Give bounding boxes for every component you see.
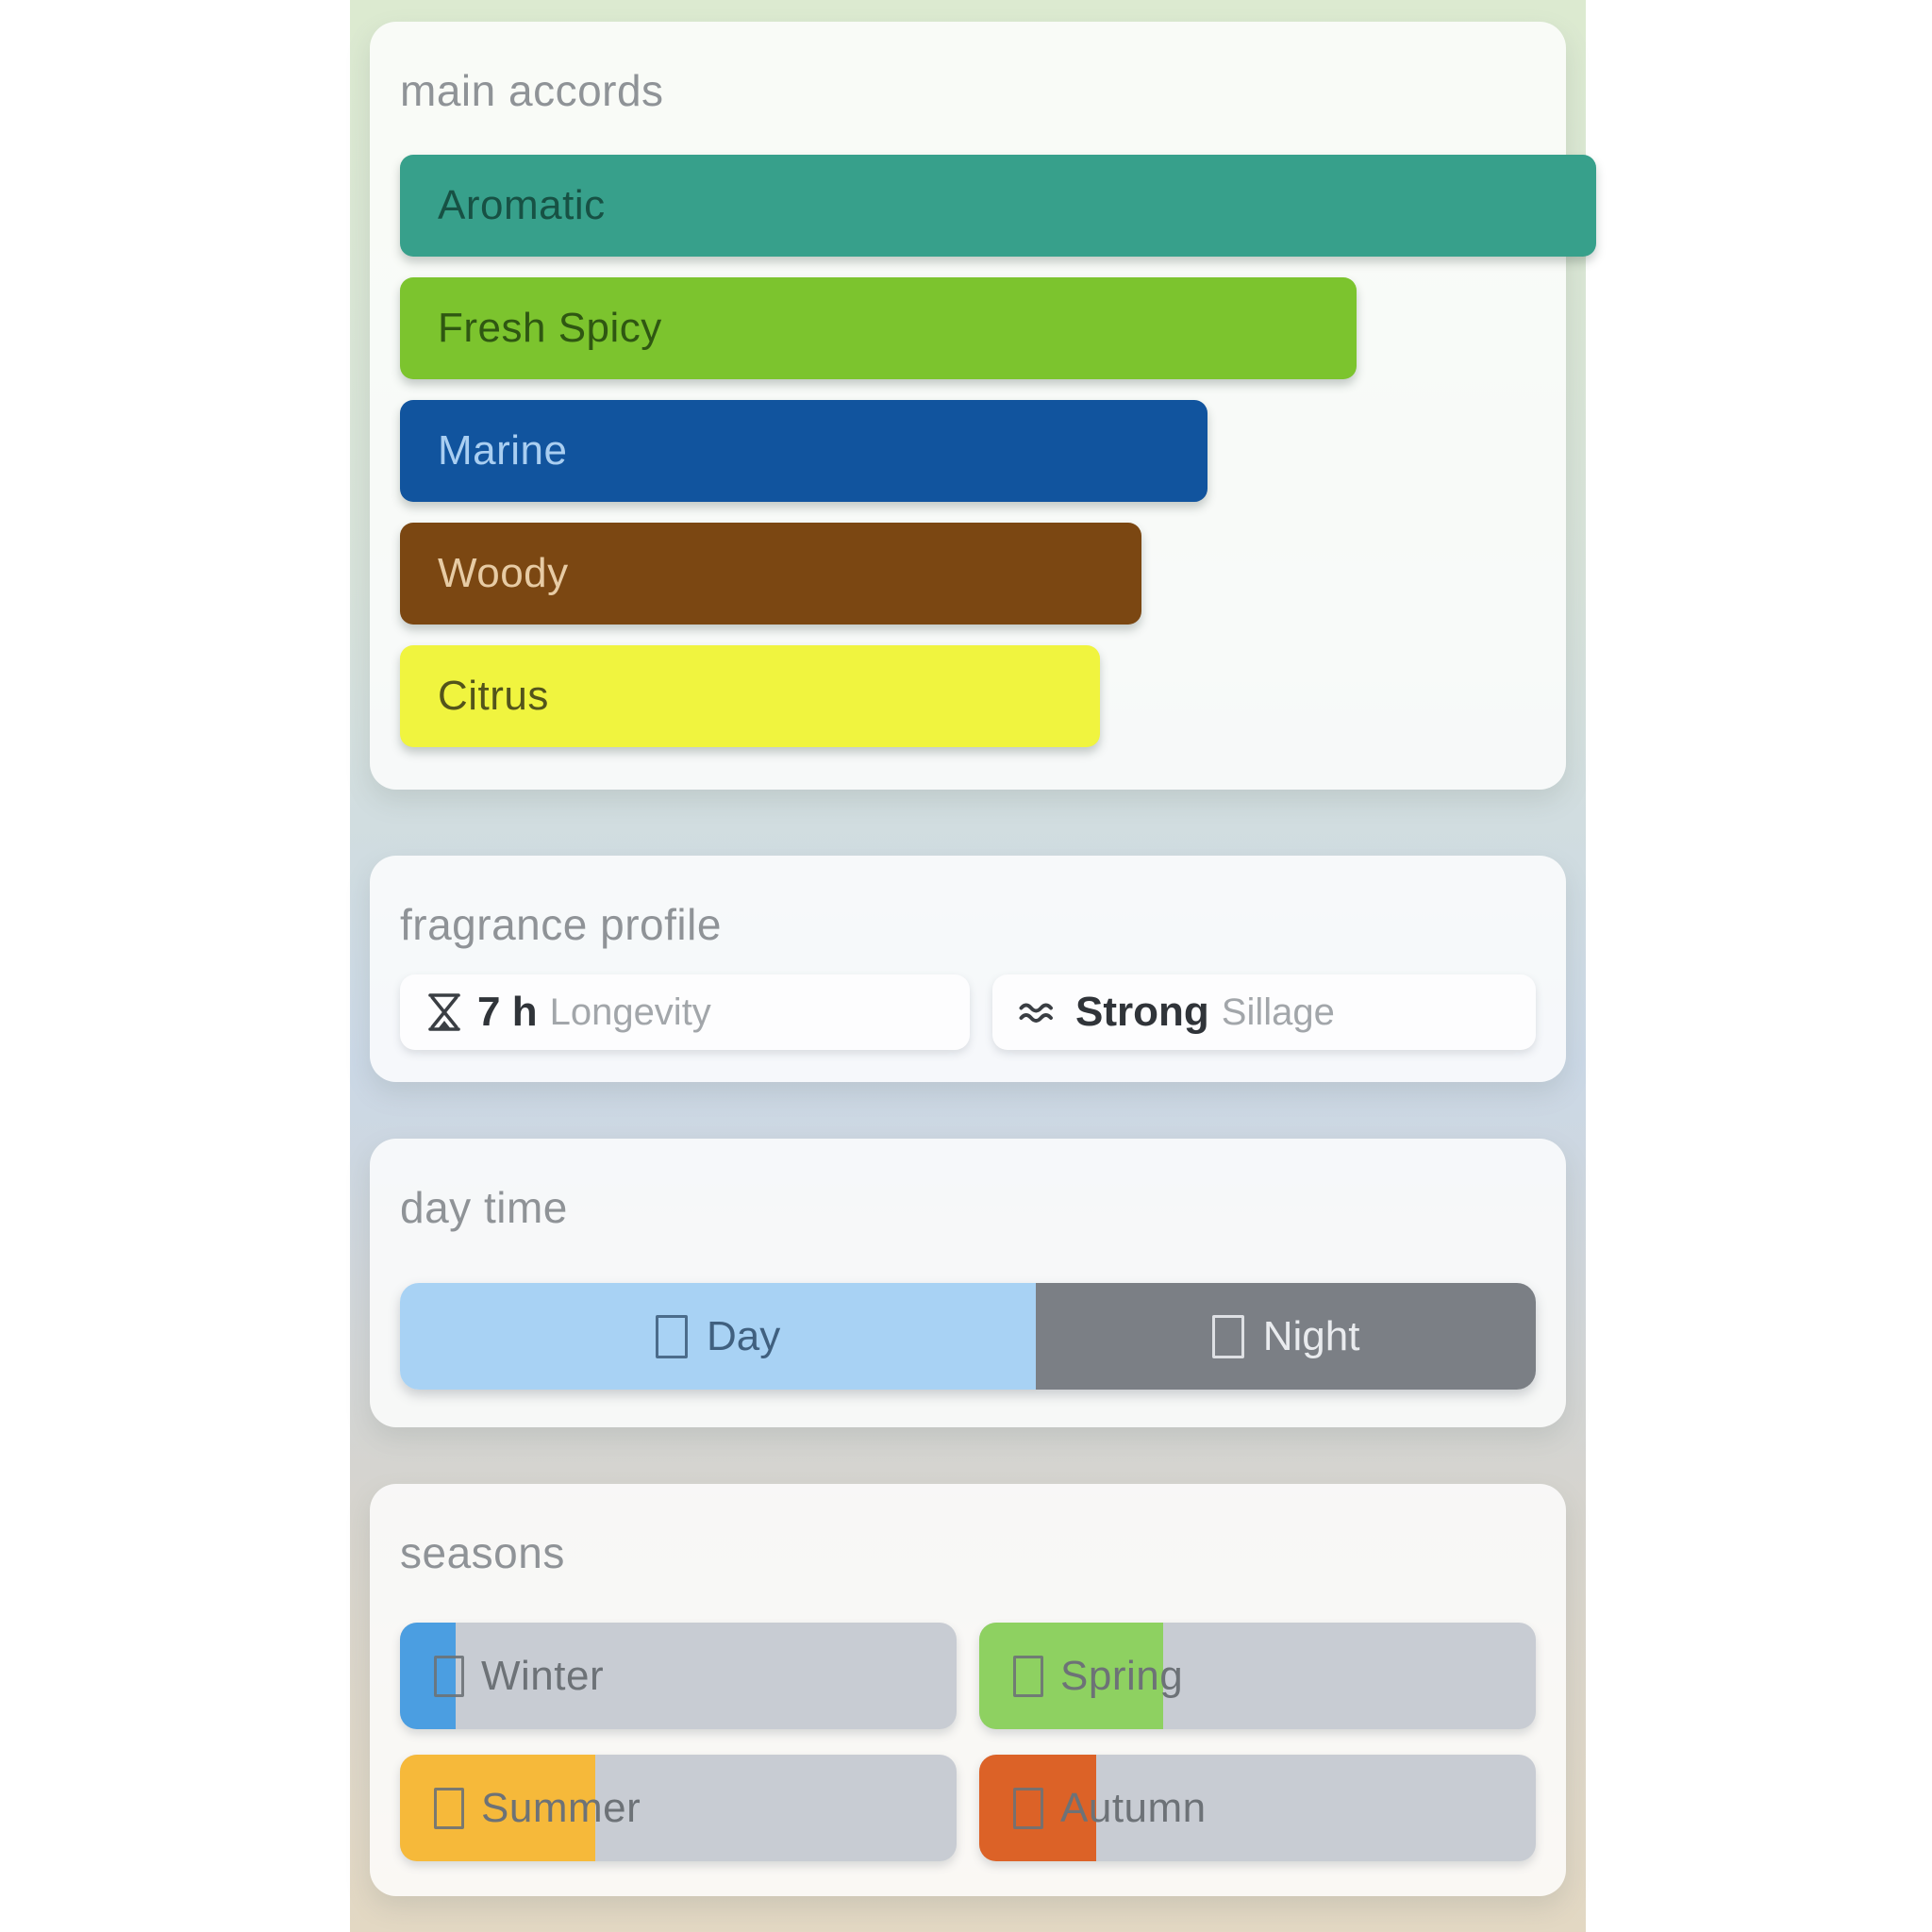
season-label: Spring	[1060, 1652, 1184, 1699]
summer-label-row: Summer	[400, 1755, 957, 1861]
sun-season-icon	[434, 1787, 464, 1829]
day-time-panel: day time Day Night	[370, 1139, 1566, 1427]
day-time-title: day time	[400, 1183, 568, 1232]
accord-label: Aromatic	[438, 182, 606, 228]
moon-icon	[1211, 1314, 1244, 1358]
autumn-fill	[979, 1755, 1096, 1861]
night-label: Night	[1262, 1312, 1360, 1359]
winter-label-row: Winter	[400, 1623, 957, 1729]
fragrance-profile-title: fragrance profile	[400, 900, 722, 949]
main-accords-title: main accords	[400, 66, 664, 115]
seasons-title: seasons	[400, 1528, 565, 1577]
snowflake-icon	[434, 1655, 464, 1697]
accord-bar-fresh-spicy: Fresh Spicy	[400, 277, 1357, 379]
sillage-label: Sillage	[1221, 991, 1335, 1033]
season-bar-winter[interactable]: Winter	[400, 1623, 957, 1729]
season-label: Autumn	[1060, 1784, 1207, 1831]
flower-icon	[1013, 1655, 1043, 1697]
autumn-label-row: Autumn	[979, 1755, 1536, 1861]
sillage-badge: Strong Sillage	[992, 974, 1536, 1050]
longevity-badge: 7 h Longevity	[400, 974, 970, 1050]
seasons-panel: seasons Winter Spring Sum	[370, 1484, 1566, 1896]
accord-bar-aromatic: Aromatic	[400, 155, 1596, 257]
longevity-value: 7 h	[477, 989, 538, 1035]
accord-label: Fresh Spicy	[438, 305, 662, 351]
day-night-bar: Day Night	[400, 1283, 1536, 1390]
sun-icon	[655, 1314, 688, 1358]
accord-bar-citrus: Citrus	[400, 645, 1100, 747]
season-label: Summer	[481, 1784, 641, 1831]
season-bar-spring[interactable]: Spring	[979, 1623, 1536, 1729]
winter-fill	[400, 1623, 456, 1729]
day-label: Day	[706, 1312, 781, 1359]
fragrance-profile-panel: fragrance profile 7 h Longevity	[370, 856, 1566, 1082]
season-label: Winter	[481, 1652, 605, 1699]
season-bar-summer[interactable]: Summer	[400, 1755, 957, 1861]
waves-icon	[1019, 1003, 1053, 1023]
accord-label: Woody	[438, 550, 569, 596]
accord-bar-woody: Woody	[400, 523, 1142, 625]
longevity-label: Longevity	[549, 991, 711, 1033]
accord-label: Marine	[438, 427, 568, 474]
sillage-value: Strong	[1075, 989, 1209, 1035]
spring-fill	[979, 1623, 1163, 1729]
night-segment[interactable]: Night	[1036, 1283, 1536, 1390]
seasons-grid: Winter Spring Summer	[400, 1623, 1536, 1861]
accord-label: Citrus	[438, 673, 549, 719]
hourglass-icon	[428, 993, 460, 1031]
season-bar-autumn[interactable]: Autumn	[979, 1755, 1536, 1861]
summer-fill	[400, 1755, 595, 1861]
main-accords-panel: main accords Aromatic Fresh Spicy Marine…	[370, 22, 1596, 790]
leaf-icon	[1013, 1787, 1043, 1829]
day-segment[interactable]: Day	[400, 1283, 1037, 1390]
spring-label-row: Spring	[979, 1623, 1536, 1729]
accord-bar-marine: Marine	[400, 400, 1208, 502]
